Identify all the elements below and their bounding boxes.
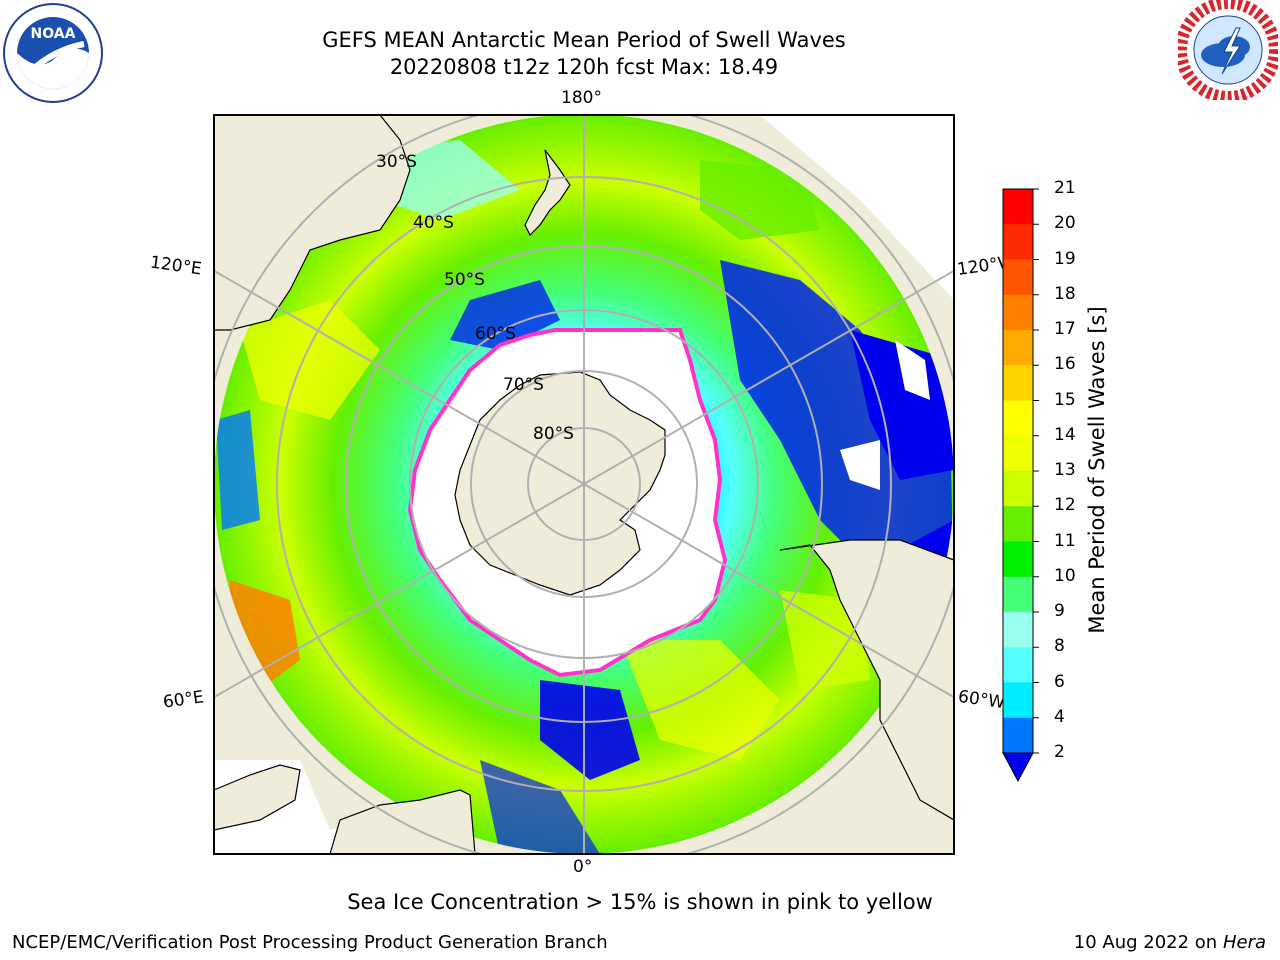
colorbar-tick-label: 11 bbox=[1054, 530, 1076, 551]
colorbar-tick-label: 17 bbox=[1054, 319, 1076, 339]
colorbar-tick-label: 20 bbox=[1054, 213, 1076, 234]
lat-label-30s: 30°S bbox=[376, 152, 417, 172]
colorbar-tick-label: 15 bbox=[1054, 389, 1076, 410]
map-frame bbox=[213, 114, 955, 855]
lon-label-0: 0° bbox=[573, 857, 593, 877]
colorbar-band bbox=[1003, 717, 1033, 754]
lat-label-50s: 50°S bbox=[444, 270, 485, 290]
colorbar-band bbox=[1003, 576, 1033, 613]
new-zealand bbox=[524, 149, 571, 237]
colorbar-band bbox=[1003, 330, 1033, 366]
colorbar-tick-label: 8 bbox=[1054, 636, 1065, 657]
footer-date-text: 10 Aug 2022 on bbox=[1073, 932, 1218, 953]
chart-title: GEFS MEAN Antarctic Mean Period of Swell… bbox=[322, 28, 846, 52]
colorbar-band bbox=[1003, 435, 1033, 472]
colorbar-tick-label: 10 bbox=[1054, 565, 1076, 586]
ice-patch bbox=[895, 340, 930, 400]
colorbar-tick-label: 16 bbox=[1054, 354, 1076, 375]
colorbar-tick-label: 14 bbox=[1054, 424, 1076, 445]
colorbar-tick-label: 9 bbox=[1054, 601, 1065, 621]
colorbar-tick-label: 19 bbox=[1054, 248, 1076, 269]
no-data-region-2 bbox=[760, 115, 954, 300]
colorbar-band bbox=[1003, 541, 1033, 578]
colorbar-label: Mean Period of Swell Waves [s] bbox=[1085, 306, 1109, 634]
south-america bbox=[779, 539, 954, 821]
footer-branch: NCEP/EMC/Verification Post Processing Pr… bbox=[12, 932, 608, 953]
colorbar-band bbox=[1003, 506, 1033, 542]
colorbar-band bbox=[1003, 224, 1033, 260]
colorbar-band bbox=[1003, 682, 1033, 719]
colorbar-band bbox=[1003, 294, 1033, 331]
swell-patches bbox=[216, 140, 954, 854]
sea-ice-note: Sea Ice Concentration > 15% is shown in … bbox=[347, 890, 933, 914]
australia bbox=[214, 115, 411, 331]
colorbar-tick-label: 6 bbox=[1054, 671, 1065, 692]
colorbar-band bbox=[1003, 647, 1033, 683]
colorbar-band bbox=[1003, 189, 1033, 225]
footer-host: Hera bbox=[1222, 932, 1266, 953]
antarctica bbox=[454, 371, 666, 596]
ice-patch bbox=[840, 440, 880, 490]
colorbar-tick-label: 13 bbox=[1054, 460, 1076, 480]
noaa-logo-text: NOAA bbox=[31, 26, 76, 42]
colorbar-band bbox=[1003, 259, 1033, 296]
lat-label-40s: 40°S bbox=[413, 213, 454, 233]
colorbar-tick-label: 18 bbox=[1054, 283, 1076, 304]
chart-subtitle: 20220808 t12z 120h fcst Max: 18.49 bbox=[389, 55, 779, 79]
lat-label-70s: 70°S bbox=[503, 375, 544, 395]
colorbar-band bbox=[1003, 365, 1033, 401]
lat-label-60s: 60°S bbox=[475, 324, 516, 344]
colorbar-tick-label: 21 bbox=[1054, 178, 1076, 198]
colorbar-tick-label: 12 bbox=[1054, 495, 1076, 516]
colorbar-band bbox=[1003, 612, 1033, 648]
colorbar-tick-label: 2 bbox=[1054, 742, 1065, 762]
nws-logo bbox=[1175, 0, 1280, 103]
colorbar-tick-label: 4 bbox=[1054, 706, 1065, 727]
meridians bbox=[214, 115, 954, 854]
colorbar-under-triangle bbox=[1002, 752, 1034, 783]
lon-label-180: 180° bbox=[561, 88, 602, 108]
colorbar-band bbox=[1003, 471, 1033, 507]
noaa-logo: NOAA bbox=[2, 2, 104, 104]
lat-label-80s: 80°S bbox=[533, 424, 574, 444]
madagascar bbox=[214, 764, 301, 831]
colorbar-band bbox=[1003, 400, 1033, 437]
footer-date: 10 Aug 2022 on Hera bbox=[1074, 932, 1266, 953]
